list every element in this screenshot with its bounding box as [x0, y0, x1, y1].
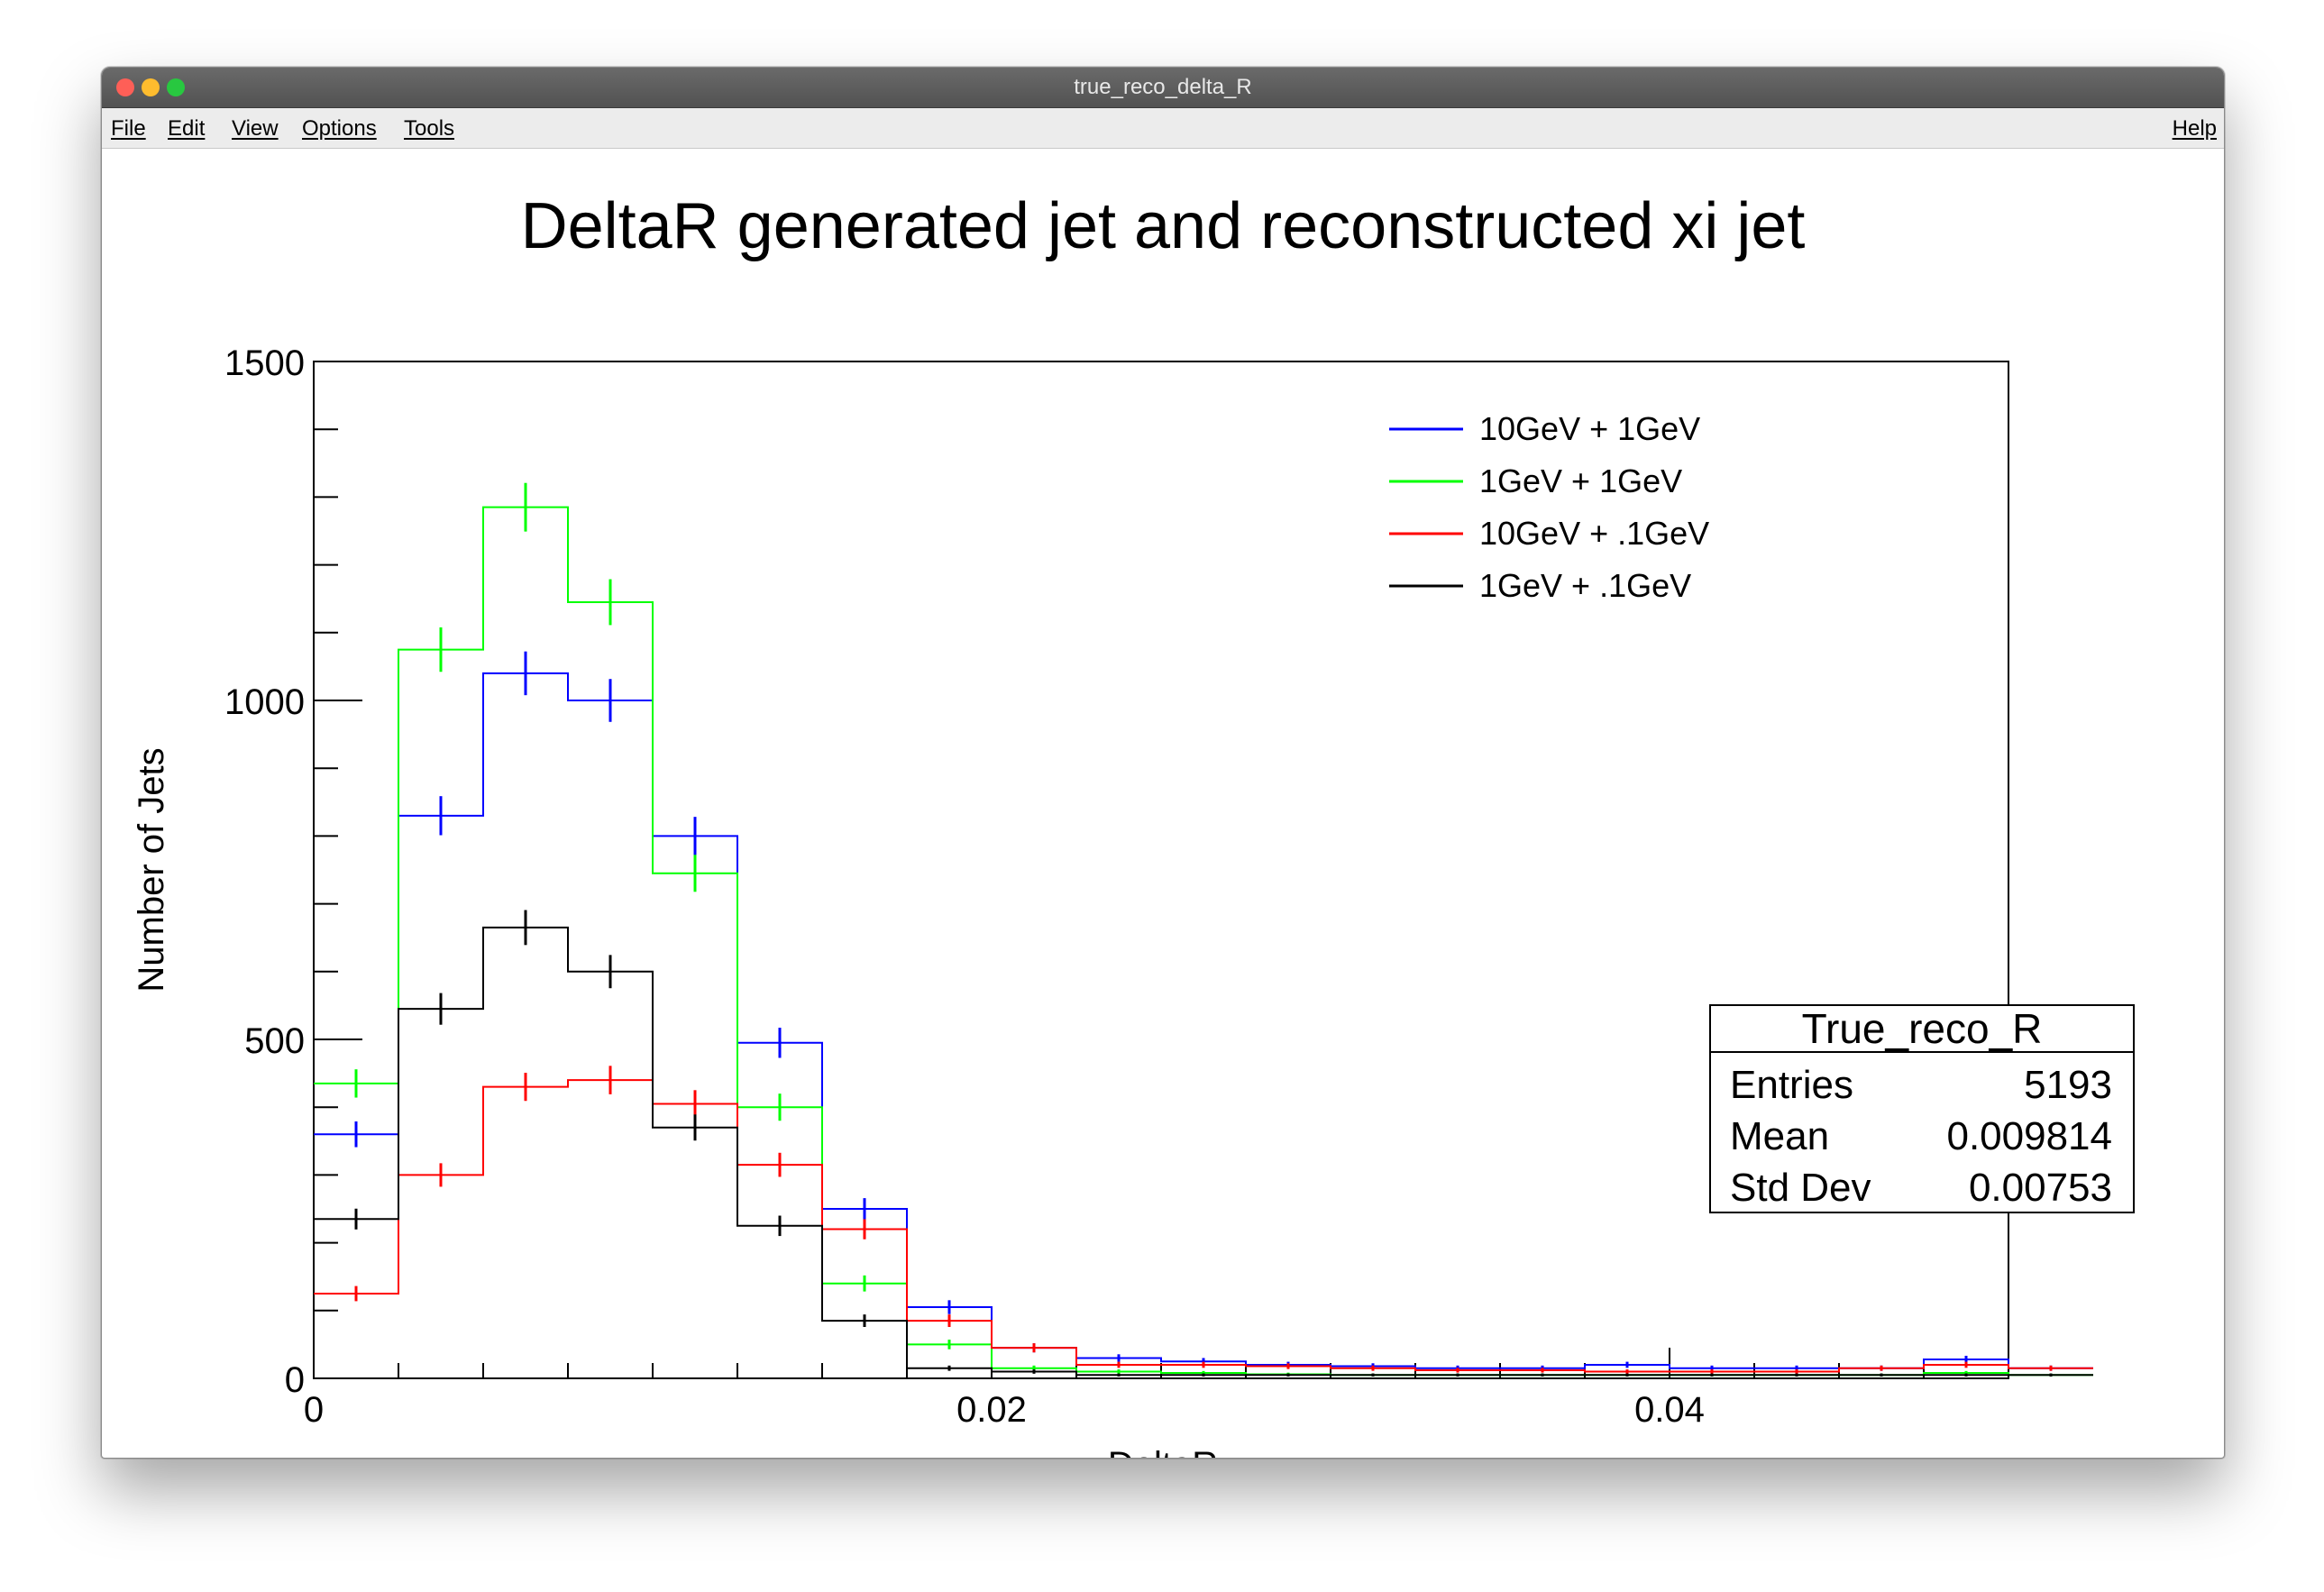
- x-axis-label: DeltaR: [1108, 1445, 1218, 1458]
- menu-view[interactable]: View: [232, 116, 279, 141]
- y-tick-label: 500: [244, 1021, 305, 1061]
- legend-label: 1GeV + 1GeV: [1479, 462, 1682, 499]
- y-tick-label: 1000: [224, 682, 305, 722]
- stats-stddev-label: Std Dev: [1730, 1166, 1871, 1210]
- stats-box: True_reco_R Entries 5193 Mean 0.009814 S…: [1709, 1004, 2135, 1213]
- x-tick-label: 0.02: [956, 1390, 1027, 1430]
- histogram-series: [314, 482, 2093, 1377]
- y-axis-label: Number of Jets: [132, 747, 171, 992]
- menu-help[interactable]: Help: [2172, 116, 2217, 141]
- chart-title: DeltaR generated jet and reconstructed x…: [521, 190, 1806, 262]
- stats-stddev-value: 0.00753: [1969, 1166, 2112, 1210]
- y-axis: 0 500 1000 1500: [224, 343, 362, 1400]
- legend-label: 10GeV + 1GeV: [1479, 410, 1700, 447]
- x-tick-label: 0.04: [1634, 1390, 1705, 1430]
- menu-tools[interactable]: Tools: [404, 116, 455, 141]
- y-tick-label: 0: [285, 1360, 305, 1400]
- legend-label: 10GeV + .1GeV: [1479, 515, 1709, 552]
- series-1-step-line: [314, 506, 2093, 1377]
- menu-file[interactable]: File: [111, 116, 146, 141]
- stats-entries-label: Entries: [1730, 1063, 1853, 1107]
- title-bar[interactable]: true_reco_delta_R: [102, 68, 2224, 108]
- legend: 10GeV + 1GeV 1GeV + 1GeV 10GeV + .1GeV 1GeV…: [1389, 410, 1709, 604]
- series-2: [314, 1066, 2093, 1374]
- stats-mean-label: Mean: [1730, 1114, 1829, 1158]
- series-1: [314, 482, 2093, 1377]
- menu-edit[interactable]: Edit: [168, 116, 206, 141]
- close-window-icon[interactable]: [116, 78, 134, 96]
- window-title: true_reco_delta_R: [1074, 75, 1252, 99]
- legend-label: 1GeV + .1GeV: [1479, 567, 1691, 604]
- stats-entries-value: 5193: [2024, 1063, 2112, 1107]
- stats-box-title: True_reco_R: [1802, 1005, 2043, 1052]
- series-0: [314, 651, 2093, 1371]
- y-tick-label: 1500: [224, 343, 305, 383]
- x-axis: 0 0.02 0.04: [304, 1348, 2009, 1430]
- series-3: [314, 910, 2093, 1377]
- series-0-step-line: [314, 672, 2093, 1369]
- minimize-window-icon[interactable]: [142, 78, 160, 96]
- app-window: true_reco_delta_R File Edit View Options…: [101, 67, 2225, 1459]
- stats-mean-value: 0.009814: [1946, 1114, 2112, 1158]
- stats-box-frame: [1709, 1004, 2135, 1213]
- x-tick-label: 0: [304, 1390, 324, 1430]
- zoom-window-icon[interactable]: [167, 78, 185, 96]
- series-3-step-line: [314, 926, 2093, 1377]
- chart-canvas: DeltaR generated jet and reconstructed x…: [132, 190, 2135, 1458]
- menu-bar: File Edit View Options Tools Help: [102, 108, 2224, 149]
- menu-options[interactable]: Options: [302, 116, 377, 141]
